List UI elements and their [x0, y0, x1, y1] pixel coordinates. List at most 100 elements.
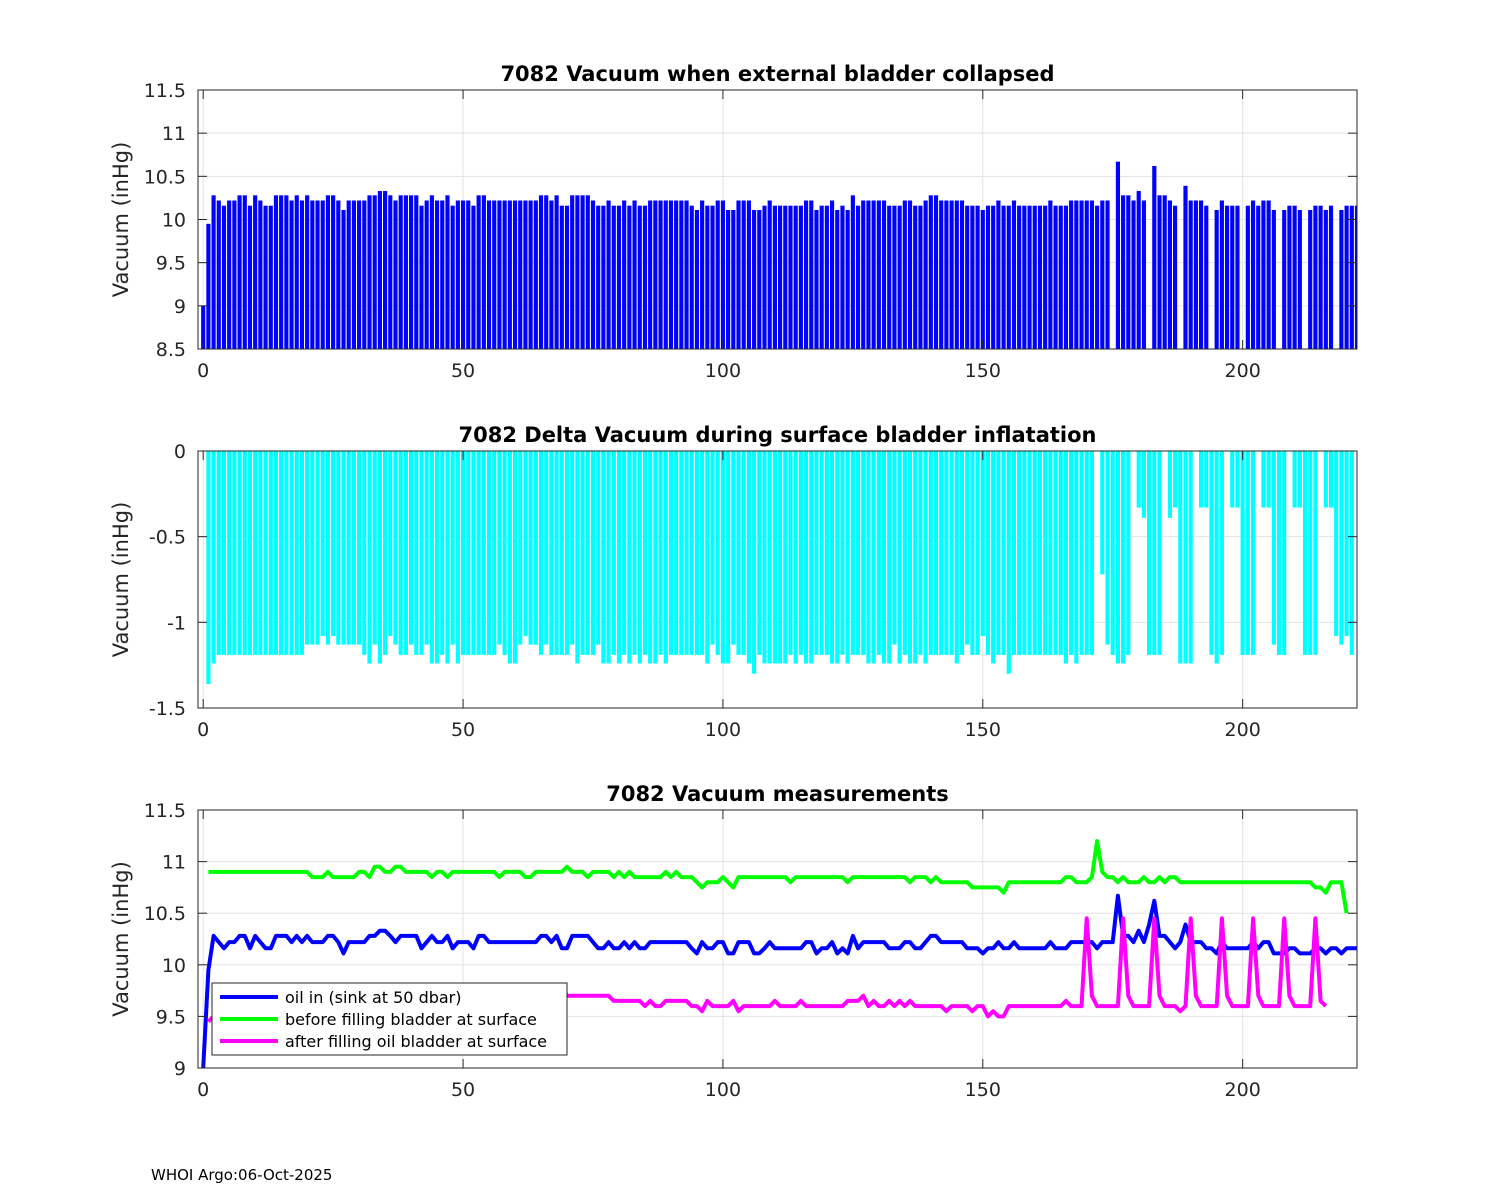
- bar: [1162, 195, 1167, 349]
- bar: [881, 200, 887, 349]
- bar: [1256, 205, 1261, 349]
- bar: [1308, 210, 1313, 349]
- bar: [388, 451, 393, 637]
- bar: [1334, 451, 1339, 637]
- bar: [1006, 205, 1011, 349]
- bar: [954, 200, 959, 349]
- bar: [538, 451, 544, 655]
- bar: [980, 210, 985, 349]
- axes-box: [197, 809, 1358, 1069]
- bar: [440, 200, 445, 349]
- bar: [596, 205, 601, 349]
- y-tick-label: 0: [174, 441, 186, 463]
- bar: [694, 210, 700, 349]
- bar: [357, 200, 362, 349]
- bar: [1152, 165, 1157, 349]
- bar: [622, 451, 627, 655]
- bar: [1360, 451, 1364, 508]
- bar: [975, 205, 980, 349]
- bar: [637, 451, 642, 664]
- bar: [1224, 205, 1230, 349]
- bar: [1011, 451, 1017, 655]
- bar: [804, 200, 809, 349]
- bar: [1022, 451, 1027, 655]
- bar: [523, 200, 528, 349]
- bar: [809, 200, 814, 349]
- bar: [871, 200, 876, 349]
- bar: [419, 451, 424, 655]
- chart-panel-1: 0 50 100 150 200 8.5 9 9.5 10 10.5 11 11.5 7082 Vacu…: [109, 62, 1358, 382]
- bar: [798, 451, 803, 655]
- bar: [372, 451, 377, 645]
- bar: [866, 200, 871, 349]
- bar: [642, 205, 648, 349]
- series-line: [208, 839, 1349, 914]
- bar: [861, 200, 866, 349]
- bar: [434, 451, 440, 664]
- bar: [289, 451, 294, 655]
- bar: [1183, 451, 1188, 664]
- bar: [590, 451, 596, 655]
- bar: [923, 200, 928, 349]
- bar: [606, 200, 611, 349]
- bar: [1136, 191, 1141, 349]
- bar: [450, 451, 455, 645]
- bar: [809, 451, 814, 664]
- bar: [928, 451, 933, 655]
- bar: [876, 200, 881, 349]
- bar: [232, 451, 237, 655]
- bar: [819, 205, 824, 349]
- bar: [1204, 451, 1209, 508]
- bar: [1235, 451, 1240, 508]
- bar: [814, 210, 819, 349]
- y-tick-label: 11: [162, 852, 186, 874]
- bar: [1043, 451, 1048, 655]
- bar: [949, 451, 954, 655]
- legend: oil in (sink at 50 dbar) before filling b…: [211, 982, 568, 1056]
- bar: [1105, 200, 1110, 349]
- bar: [279, 451, 284, 655]
- bar: [850, 195, 855, 349]
- bar: [933, 451, 939, 655]
- bar: [674, 451, 679, 655]
- x-tick-label: 50: [451, 1079, 475, 1101]
- bar: [1115, 161, 1121, 349]
- bar: [596, 451, 601, 645]
- bar: [580, 195, 585, 349]
- bar: [372, 195, 377, 349]
- bar: [1339, 210, 1344, 349]
- bar: [959, 451, 965, 655]
- bar: [1323, 210, 1328, 349]
- bar: [221, 451, 227, 655]
- bar: [996, 451, 1001, 655]
- bar: [325, 195, 331, 349]
- bar: [284, 195, 289, 349]
- bar: [486, 200, 492, 349]
- bar: [409, 451, 414, 645]
- y-tick-label: 9.5: [156, 253, 186, 275]
- bar: [393, 451, 398, 645]
- bar: [892, 451, 897, 645]
- bar: [268, 451, 273, 655]
- bar: [263, 451, 268, 655]
- bar: [700, 451, 705, 655]
- bar: [684, 200, 689, 349]
- bar: [1063, 451, 1069, 664]
- bar: [871, 451, 876, 664]
- bar: [829, 200, 835, 349]
- bar: [1318, 205, 1323, 349]
- bar: [1043, 205, 1048, 349]
- bar: [1344, 205, 1349, 349]
- bar: [1079, 200, 1084, 349]
- bar: [221, 205, 227, 349]
- bar: [1282, 451, 1287, 655]
- bar: [1100, 451, 1105, 575]
- bar: [1178, 451, 1183, 664]
- x-tick-label: 150: [965, 719, 1001, 741]
- bar: [1261, 451, 1266, 508]
- bar: [939, 451, 944, 655]
- bar: [585, 451, 590, 655]
- x-tick-label: 100: [705, 719, 741, 741]
- bar: [1089, 451, 1095, 655]
- bar: [741, 200, 746, 349]
